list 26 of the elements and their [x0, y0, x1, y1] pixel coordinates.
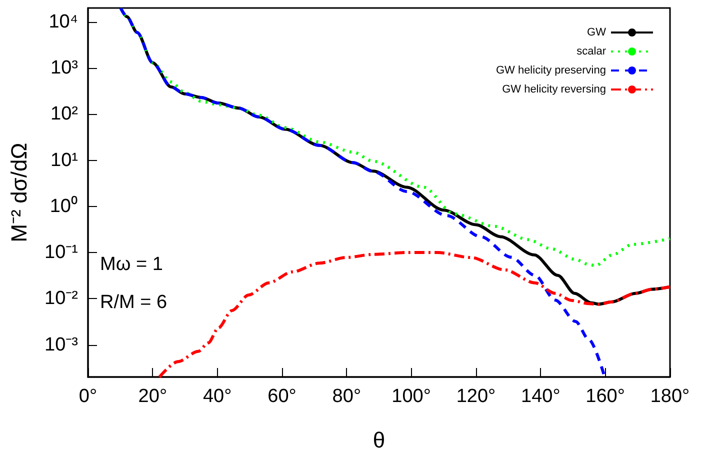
y-tick-label: 10⁻¹ [44, 242, 78, 264]
x-tick-label: 120° [456, 386, 496, 407]
x-tick-label: 0° [78, 386, 98, 407]
x-tick-label: 40° [202, 386, 232, 407]
x-tick-label: 180° [650, 386, 690, 407]
legend-label: GW helicity reversing [502, 84, 606, 96]
annotation: R/M = 6 [100, 292, 168, 313]
x-axis-title: θ [372, 428, 386, 452]
y-tick-label: 10¹ [50, 150, 78, 171]
y-tick-label: 10⁰ [50, 194, 78, 217]
x-tick-label: 20° [138, 386, 168, 407]
x-tick-label: 140° [521, 386, 560, 407]
y-axis-title: M⁻² dσ/dΩ [6, 142, 32, 242]
y-tick-label: 10⁻² [44, 288, 78, 310]
x-tick-label: 80° [332, 386, 362, 407]
annotation: Mω = 1 [100, 254, 163, 275]
x-tick-label: 60° [268, 386, 296, 407]
y-tick-label: 10⁴ [48, 11, 78, 32]
legend-label: scalar [576, 46, 606, 58]
legend-label: GW [587, 26, 607, 38]
y-tick-label: 10⁻³ [44, 334, 78, 356]
x-tick-label: 100° [392, 386, 431, 407]
y-tick-label: 10² [50, 104, 78, 125]
y-tick-label: 10³ [50, 58, 78, 79]
x-tick-label: 160° [586, 386, 625, 407]
legend-label: GW helicity preserving [496, 64, 606, 76]
